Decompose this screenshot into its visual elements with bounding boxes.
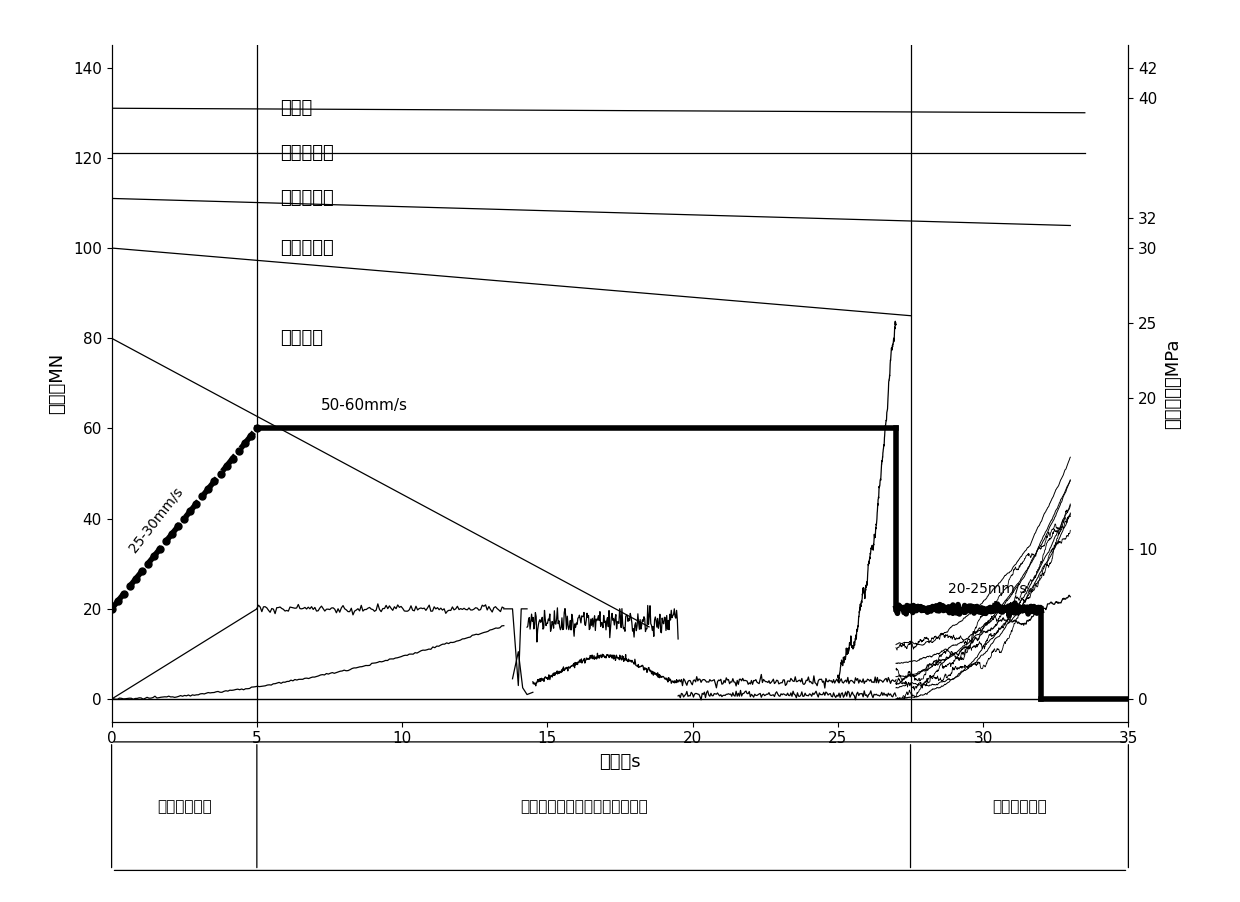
Y-axis label: 载荷／MN: 载荷／MN (48, 353, 66, 414)
Text: 水平穿孔力: 水平穿孔力 (280, 239, 334, 257)
Text: 50-60mm/s: 50-60mm/s (321, 398, 408, 412)
Text: 25-30mm/s: 25-30mm/s (126, 484, 186, 555)
Text: 垂直挤压力: 垂直挤压力 (280, 189, 334, 207)
Text: 20-25mm/s: 20-25mm/s (949, 581, 1027, 595)
Text: 泵直接传动段: 泵直接传动段 (156, 799, 212, 815)
X-axis label: 时间／s: 时间／s (599, 753, 641, 771)
Text: 胀模力: 胀模力 (280, 99, 312, 117)
Text: 泵直接传动＋蓄势器动态补偿段: 泵直接传动＋蓄势器动态补偿段 (520, 799, 647, 815)
Text: 挤压速度: 挤压速度 (280, 329, 324, 347)
Text: 泵直接传动段: 泵直接传动段 (992, 799, 1047, 815)
Text: 水平挤压力: 水平挤压力 (280, 144, 334, 162)
Y-axis label: 介质压力／MPa: 介质压力／MPa (1164, 338, 1183, 428)
